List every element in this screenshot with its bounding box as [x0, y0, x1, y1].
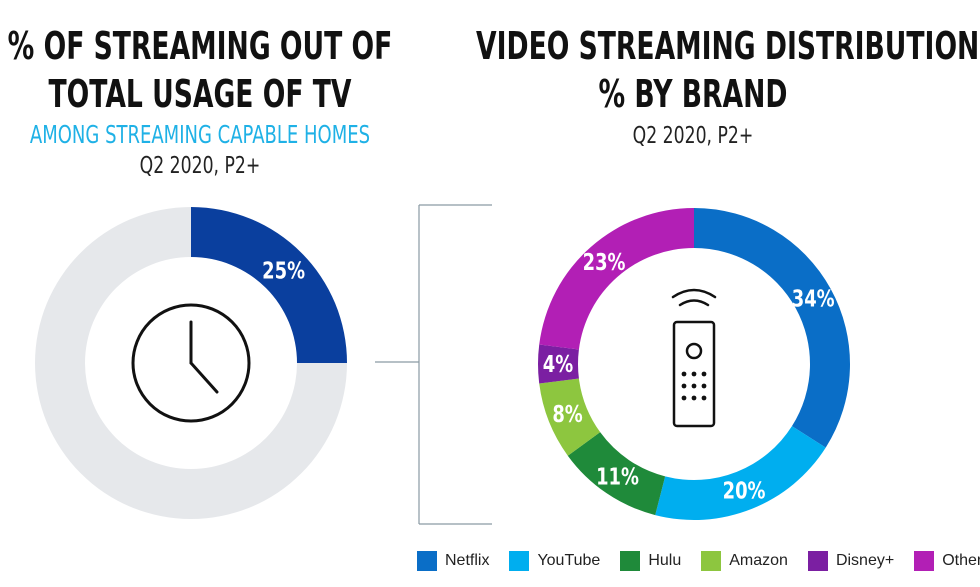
legend-item-youtube: YouTube [509, 551, 600, 571]
brand-label-netflix: 34% [792, 285, 835, 312]
brand-label-disney-: 4% [543, 351, 573, 378]
brand-label-other: 23% [583, 249, 626, 276]
legend-swatch [914, 551, 935, 571]
legend-swatch [807, 551, 828, 571]
left-title-line-2: TOTAL USAGE OF TV [48, 72, 352, 116]
right-donut-chart: 34% 20% 11% 8% 4% 23% [538, 208, 850, 520]
right-chart-title: VIDEO STREAMING DISTRIBUTION % BY BRAND [476, 22, 980, 118]
legend-label: Amazon [729, 552, 788, 569]
legend-label: Hulu [648, 552, 682, 569]
brand-label-youtube: 20% [723, 477, 766, 504]
right-title-line-2: % BY BRAND [598, 72, 788, 116]
right-chart-period: Q2 2020, P2+ [632, 123, 754, 149]
brand-label-amazon: 8% [552, 401, 582, 428]
legend-label: Netflix [445, 552, 490, 569]
left-chart-period: Q2 2020, P2+ [139, 153, 261, 179]
left-chart-subtitle: AMONG STREAMING CAPABLE HOMES [29, 120, 371, 149]
brand-slice-other [539, 208, 694, 350]
legend-item-amazon: Amazon [701, 551, 788, 571]
left-donut-chart: 25% [35, 207, 347, 519]
legend-item-netflix: Netflix [417, 551, 489, 571]
legend-swatch [417, 551, 437, 571]
legend-swatch [509, 551, 530, 571]
left-title-line-1: % OF STREAMING OUT OF [7, 24, 393, 68]
brand-slice-hulu [567, 432, 666, 516]
legend-label: Other [942, 552, 980, 569]
remote-control-icon [671, 288, 717, 428]
clock-icon [131, 303, 251, 423]
streaming-share-label-streaming: 25% [262, 257, 305, 284]
left-chart-title: % OF STREAMING OUT OF TOTAL USAGE OF TV [0, 22, 417, 118]
right-title-line-1: VIDEO STREAMING DISTRIBUTION [476, 24, 980, 68]
legend-swatch [701, 551, 722, 571]
legend-swatch [620, 551, 641, 571]
legend-item-other: Other [914, 551, 980, 571]
bracket-connector [375, 204, 492, 525]
brand-slice-netflix [694, 208, 850, 448]
legend-item-disney-: Disney+ [807, 551, 895, 571]
legend-label: YouTube [537, 552, 601, 569]
brand-slice-disney- [538, 344, 579, 384]
legend-label: Disney+ [835, 552, 895, 569]
legend-item-hulu: Hulu [620, 551, 681, 571]
chart-legend: Netflix YouTube Hulu Amazon Disney+ Other [417, 551, 980, 571]
streaming-share-slice-streaming [191, 207, 347, 363]
streaming-share-slice-remainder [35, 207, 347, 519]
brand-slice-amazon [539, 378, 601, 456]
brand-label-hulu: 11% [596, 463, 639, 490]
brand-slice-youtube [655, 426, 826, 520]
